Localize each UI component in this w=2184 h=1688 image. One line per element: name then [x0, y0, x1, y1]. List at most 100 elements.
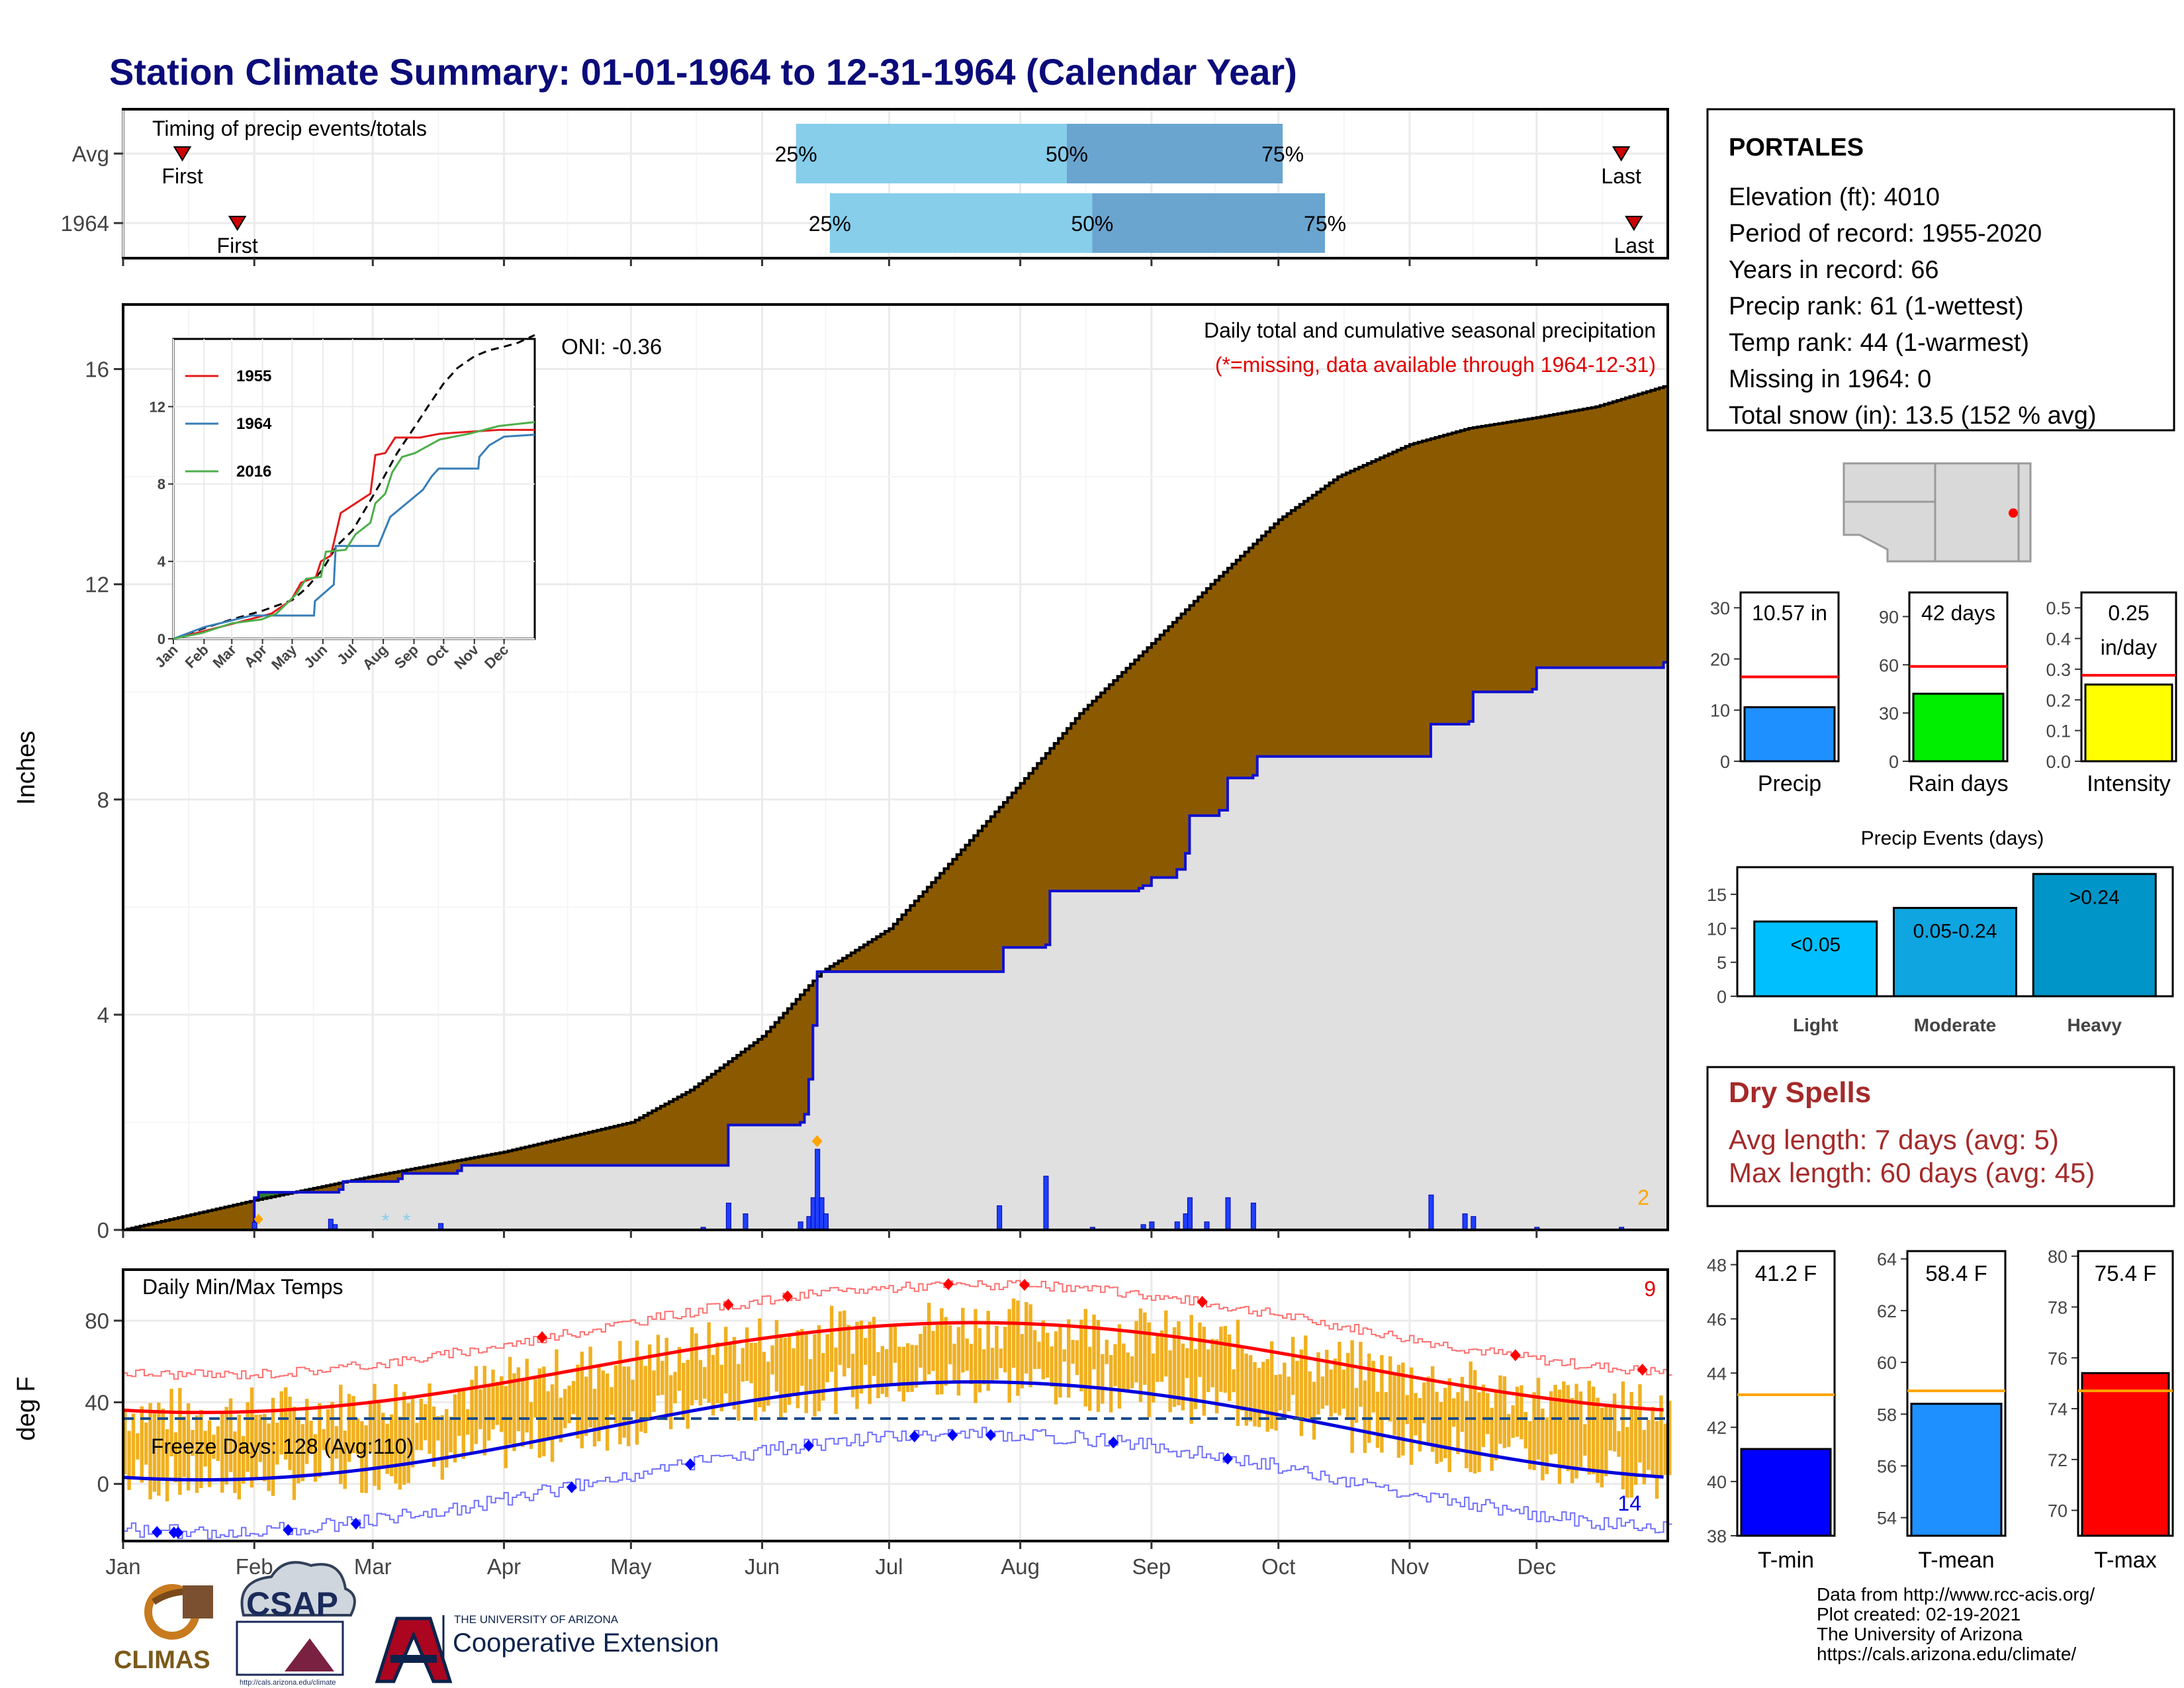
- month-label: Feb: [236, 1554, 273, 1579]
- events-category-label: Heavy: [2067, 1015, 2122, 1035]
- precip-y-tick-label: 16: [85, 357, 109, 382]
- summary-category-label: Intensity: [2087, 771, 2171, 796]
- summary-value-label: 0.25: [2108, 601, 2149, 625]
- ua-cooperative-extension: Cooperative Extension: [453, 1628, 719, 1658]
- events-y-tick-label: 5: [1717, 953, 1727, 973]
- precip-y-tick-label: 8: [97, 788, 109, 812]
- events-title: Precip Events (days): [1861, 827, 2044, 849]
- summary-y-tick-label: 0.0: [2046, 752, 2071, 772]
- csap-logo-url: http://cals.arizona.edu/climate: [240, 1679, 336, 1687]
- tempbar-y-tick-label: 54: [1877, 1509, 1897, 1528]
- last-event-label: Last: [1614, 234, 1655, 258]
- summary-bar: [2084, 683, 2173, 763]
- record-high-marker: [723, 1298, 734, 1311]
- record-low-marker: [173, 1526, 184, 1539]
- precip-daily-bar: [1187, 1197, 1193, 1231]
- tempbar-y-tick-label: 64: [1877, 1250, 1897, 1270]
- last-event-marker: [1612, 146, 1631, 162]
- record-low-marker: [566, 1481, 577, 1493]
- station-detail-line: Precip rank: 61 (1-wettest): [1729, 293, 2024, 320]
- timing-p50-label: 50%: [1071, 212, 1113, 236]
- record-high-marker: [942, 1278, 954, 1290]
- first-event-label: First: [161, 164, 203, 188]
- summary-value-label: in/day: [2101, 635, 2157, 659]
- record-high-marker: [537, 1331, 548, 1344]
- inset-series-line: [173, 421, 535, 640]
- timing-p75-label: 75%: [1261, 142, 1304, 166]
- inset-y-tick-label: 4: [158, 553, 166, 570]
- temps-title: Daily Min/Max Temps: [142, 1275, 343, 1299]
- summary-y-tick-label: 30: [1879, 704, 1899, 724]
- events-y-tick-label: 10: [1707, 919, 1727, 939]
- inset-legend-label: 1964: [236, 415, 272, 433]
- record-low-marker: [803, 1439, 814, 1452]
- temps-y-label: deg F: [13, 1376, 40, 1440]
- temps-y-tick-label: 40: [85, 1390, 109, 1415]
- events-bar-label: <0.05: [1790, 934, 1841, 956]
- summary-y-tick-label: 0.1: [2046, 722, 2071, 741]
- tempbar-category-label: T-mean: [1918, 1548, 1994, 1573]
- summary-value-label: 42 days: [1921, 601, 1995, 625]
- tempbar-category-label: T-min: [1758, 1548, 1814, 1573]
- average-max-temp-line: [122, 1321, 1664, 1415]
- inset-series-line: [173, 434, 535, 640]
- record-max-line: [123, 1280, 1672, 1380]
- footer: Data from http://www.rcc-acis.org/Plot c…: [114, 1561, 2095, 1687]
- climas-logo-text: CLIMAS: [114, 1646, 210, 1674]
- precip-y-label: Inches: [13, 731, 40, 805]
- precip-daily-bar: [1225, 1197, 1231, 1231]
- university-of-arizona-logo: THE UNIVERSITY OF ARIZONA Cooperative Ex…: [375, 1613, 719, 1683]
- footer-credit-line: The University of Arizona: [1817, 1624, 2023, 1644]
- cold-day-count: 14: [1617, 1491, 1641, 1515]
- inset-average-line: [173, 334, 535, 640]
- freeze-days-label: Freeze Days: 128 (Avg:110): [151, 1434, 414, 1458]
- tempbar-y-tick-label: 78: [2048, 1297, 2068, 1317]
- events-bar: [1753, 920, 1878, 998]
- summary-y-tick-label: 20: [1710, 649, 1730, 669]
- dry-title: Dry Spells: [1729, 1076, 1871, 1109]
- summary-y-tick-label: 0: [1720, 752, 1730, 772]
- record-low-marker: [909, 1430, 920, 1442]
- timing-p75-label: 75%: [1304, 212, 1346, 236]
- first-event-label: First: [217, 234, 258, 258]
- summary-bar: [1743, 706, 1836, 763]
- month-label: Mar: [354, 1554, 392, 1579]
- inset-y-tick-label: 0: [158, 631, 165, 647]
- tempbar-y-tick-label: 76: [2048, 1348, 2068, 1368]
- tempbar-y-tick-label: 60: [1877, 1353, 1897, 1373]
- month-axis: Jan Feb Mar Apr May Jun Jul Aug Sep Oct Nov Dec: [105, 1554, 1556, 1579]
- record-low-marker: [1222, 1452, 1233, 1465]
- precip-average-cumulative-line: [123, 385, 1669, 1231]
- events-category-label: Light: [1793, 1015, 1838, 1035]
- record-high-marker: [1637, 1364, 1648, 1376]
- month-label: Oct: [1261, 1554, 1295, 1579]
- timing-panel: Avg 25% 50% 75% First Last 1964 25% 50% 75% First L…: [61, 108, 1669, 266]
- hot-day-count: 9: [1644, 1277, 1656, 1301]
- temperature-summary-bars: 38 40 42 44 46 48 41.2 F T-min 54 56 58 60 62 64 58.4 …: [1707, 1247, 2174, 1573]
- last-event-label: Last: [1601, 164, 1641, 188]
- summary-y-tick-label: 0.2: [2046, 690, 2071, 710]
- precip-daily-bar: [1250, 1202, 1256, 1231]
- ua-small-text: THE UNIVERSITY OF ARIZONA: [454, 1613, 619, 1626]
- record-low-marker: [152, 1526, 163, 1538]
- events-y-tick-label: 15: [1707, 885, 1727, 905]
- inset-legend-label: 2016: [236, 463, 271, 481]
- precip-y-tick-label: 4: [97, 1003, 109, 1027]
- events-bar-label: >0.24: [2070, 886, 2120, 908]
- tempbar-y-tick-label: 58: [1877, 1405, 1897, 1425]
- precip-daily-bar: [1462, 1213, 1468, 1231]
- station-detail-line: Years in record: 66: [1729, 256, 1939, 284]
- summary-y-tick-label: 0: [1889, 752, 1899, 772]
- precip-daily-bar: [1428, 1194, 1434, 1231]
- month-label: Jul: [875, 1554, 903, 1579]
- tempbar-bar: [2081, 1372, 2170, 1537]
- precip-1964-cumulative-line: [123, 661, 1668, 1231]
- precip-y-tick-label: 12: [85, 573, 109, 597]
- record-low-marker: [684, 1458, 696, 1470]
- temps-frame: [122, 1268, 1669, 1542]
- inset-y-tick-label: 12: [150, 399, 165, 415]
- station-detail-line: Temp rank: 44 (1-warmest): [1729, 329, 2029, 357]
- tempbar-y-tick-label: 56: [1877, 1456, 1897, 1476]
